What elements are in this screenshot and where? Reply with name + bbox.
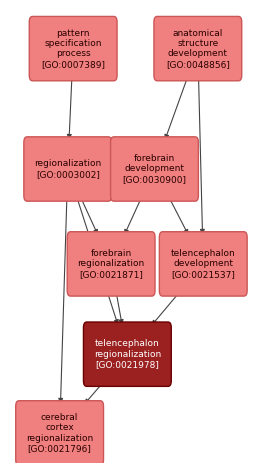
Text: forebrain
regionalization
[GO:0021871]: forebrain regionalization [GO:0021871]: [78, 249, 145, 279]
Text: pattern
specification
process
[GO:0007389]: pattern specification process [GO:000738…: [41, 29, 105, 69]
Text: telencephalon
regionalization
[GO:0021978]: telencephalon regionalization [GO:002197…: [94, 339, 161, 369]
FancyBboxPatch shape: [159, 232, 247, 296]
Text: cerebral
cortex
regionalization
[GO:0021796]: cerebral cortex regionalization [GO:0021…: [26, 413, 93, 453]
Text: telencephalon
development
[GO:0021537]: telencephalon development [GO:0021537]: [171, 249, 235, 279]
FancyBboxPatch shape: [111, 137, 198, 201]
FancyBboxPatch shape: [83, 322, 171, 386]
Text: regionalization
[GO:0003002]: regionalization [GO:0003002]: [34, 159, 101, 179]
FancyBboxPatch shape: [16, 400, 104, 463]
FancyBboxPatch shape: [24, 137, 112, 201]
FancyBboxPatch shape: [67, 232, 155, 296]
Text: anatomical
structure
development
[GO:0048856]: anatomical structure development [GO:004…: [166, 29, 230, 69]
FancyBboxPatch shape: [154, 16, 242, 81]
FancyBboxPatch shape: [29, 16, 117, 81]
Text: forebrain
development
[GO:0030900]: forebrain development [GO:0030900]: [122, 154, 186, 184]
